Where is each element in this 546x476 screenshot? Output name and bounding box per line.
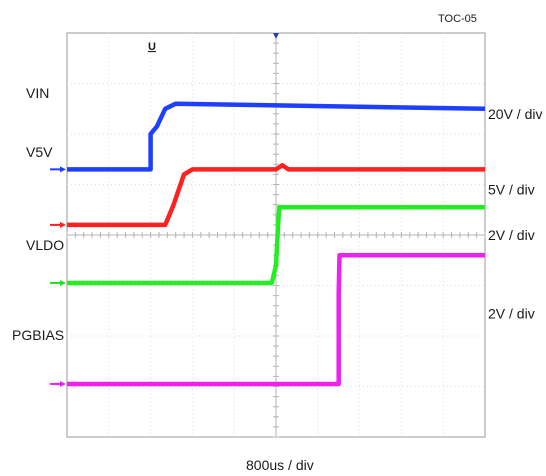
trace-labels: VIN 20V / div V5V 5V / div VLDO 2V / div PGBIA…	[12, 85, 542, 387]
channel-scale-pgbias: 2V / div	[488, 305, 535, 321]
channel-marker-v5v-icon	[60, 221, 66, 228]
trigger-position-icon	[273, 33, 279, 39]
trace-pgbias	[67, 252, 485, 387]
channel-scale-vldo: 2V / div	[488, 227, 535, 243]
channel-scale-v5v: 5V / div	[488, 182, 535, 198]
trace-area	[67, 101, 486, 387]
time-scale-label: 800us / div	[246, 457, 314, 473]
trace-vin	[67, 101, 486, 172]
trigger-level-marker: U	[148, 41, 156, 53]
trace-vldo	[67, 204, 485, 286]
figure-id: TOC-05	[438, 13, 477, 25]
channel-marker-vin-icon	[60, 166, 66, 173]
channel-marker-vldo-icon	[60, 279, 66, 286]
channel-marker-pgbias-icon	[60, 380, 66, 387]
channel-scale-vin: 20V / div	[488, 106, 542, 122]
graticule	[66, 32, 486, 438]
channel-name-v5v: V5V	[26, 144, 53, 160]
channel-name-vldo: VLDO	[26, 237, 64, 253]
channel-name-pgbias: PGBIAS	[12, 327, 64, 343]
channel-name-vin: VIN	[26, 85, 49, 101]
trace-v5v	[67, 163, 485, 228]
